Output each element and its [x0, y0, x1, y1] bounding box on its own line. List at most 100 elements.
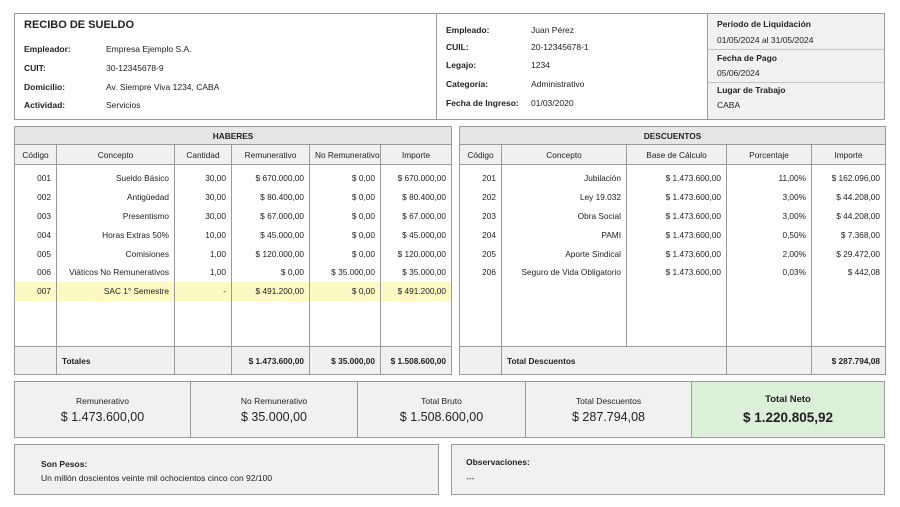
cell-remunerativo: $ 491.200,00 [231, 281, 310, 301]
table-row: 001 Sueldo Básico 30,00 $ 670.000,00 $ 0… [14, 164, 453, 188]
cell-importe: $ 44.208,00 [810, 206, 887, 226]
cell-concepto: Horas Extras 50% [56, 225, 175, 245]
summary-no-remunerativo: No Remunerativo $ 35.000,00 [191, 382, 358, 437]
cell-concepto: Viáticos No Remunerativos [56, 262, 175, 282]
table-row: 003 Presentismo 30,00 $ 67.000,00 $ 0,00… [14, 206, 453, 226]
son-pesos-value: Un millón doscientos veinte mil ochocien… [41, 473, 273, 483]
descuentos-table: DESCUENTOS Código Concepto Base de Cálcu… [458, 126, 887, 375]
fecha-ingreso-label: Fecha de Ingreso: [446, 98, 519, 108]
cell-codigo: 005 [14, 244, 57, 263]
cuil-value: 20-12345678-1 [531, 42, 589, 52]
observaciones-label: Observaciones: [466, 457, 530, 467]
cell-cantidad: 30,00 [174, 187, 232, 207]
haberes-title: HABERES [13, 126, 453, 145]
cell-no-remunerativo: $ 0,00 [309, 187, 381, 207]
cell-concepto: Aporte Sindical [501, 244, 627, 263]
col-header: Código [459, 144, 502, 165]
table-row: 004 Horas Extras 50% 10,00 $ 45.000,00 $… [14, 225, 453, 245]
cell-remunerativo: $ 670.000,00 [231, 164, 310, 188]
cell-importe: $ 67.000,00 [379, 206, 453, 226]
cell-codigo: 202 [459, 187, 502, 207]
col-header: Concepto [501, 144, 627, 165]
cell-codigo: 203 [459, 206, 502, 226]
cell-codigo: 001 [14, 164, 57, 188]
cuit-value: 30-12345678-9 [106, 63, 164, 73]
employer-label: Empleador: [24, 44, 71, 54]
col-header: No Remunerativo [309, 144, 381, 165]
cell-codigo: 003 [14, 206, 57, 226]
total-remunerativo: $ 1.473.600,00 [231, 346, 310, 375]
col-header: Concepto [56, 144, 175, 165]
summary-label: No Remunerativo [240, 396, 308, 406]
cuit-label: CUIT: [24, 63, 46, 73]
cell-codigo: 206 [459, 262, 502, 282]
summary-value: $ 1.220.805,92 [742, 410, 834, 425]
cell-no-remunerativo: $ 0,00 [309, 225, 381, 245]
col-header: Importe [810, 144, 887, 165]
cell-cantidad: 1,00 [174, 262, 232, 282]
summary-total-bruto: Total Bruto $ 1.508.600,00 [358, 382, 526, 437]
summary-label: Total Bruto [421, 396, 462, 406]
empleado-label: Empleado: [446, 25, 490, 35]
employer-value: Empresa Ejemplo S.A. [106, 44, 192, 54]
table-row: 002 Antigüedad 30,00 $ 80.400,00 $ 0,00 … [14, 187, 453, 207]
son-pesos-panel: Son Pesos: Un millón doscientos veinte m… [14, 444, 439, 495]
fecha-pago-label: Fecha de Pago [717, 53, 777, 63]
cell-codigo: 205 [459, 244, 502, 263]
haberes-table: HABERES Código Concepto Cantidad Remuner… [13, 126, 453, 375]
cell-codigo: 004 [14, 225, 57, 245]
domicilio-label: Domicilio: [24, 82, 66, 92]
table-row-highlighted: 007 SAC 1° Semestre - $ 491.200,00 $ 0,0… [14, 281, 453, 301]
table-row: 205 Aporte Sindical $ 1.473.600,00 2,00%… [459, 244, 887, 263]
totals-label: Totales [56, 346, 175, 375]
cell-concepto: PAMI [501, 225, 627, 245]
cell-concepto: Presentismo [56, 206, 175, 226]
cell-porcentaje: 3,00% [726, 187, 812, 207]
cell-base: $ 1.473.600,00 [626, 262, 727, 282]
table-filler-row [459, 281, 887, 347]
summary-value: $ 1.473.600,00 [60, 410, 145, 424]
cell-importe: $ 44.208,00 [810, 187, 887, 207]
cell-remunerativo: $ 80.400,00 [231, 187, 310, 207]
employer-info-panel: RECIBO DE SUELDO Empleador: Empresa Ejem… [14, 13, 437, 120]
cell-concepto: Sueldo Básico [56, 164, 175, 188]
domicilio-value: Av. Siempre Viva 1234, CABA [106, 82, 220, 92]
totals-row: Totales $ 1.473.600,00 $ 35.000,00 $ 1.5… [14, 346, 453, 375]
categoria-label: Categoría: [446, 79, 489, 89]
summary-label: Total Neto [765, 394, 811, 405]
fecha-pago-value: 05/06/2024 [717, 68, 760, 78]
cell-concepto: Comisiones [56, 244, 175, 263]
col-header: Base de Cálculo [626, 144, 727, 165]
cell-importe: $ 670.000,00 [379, 164, 453, 188]
cell-base: $ 1.473.600,00 [626, 225, 727, 245]
cell-base: $ 1.473.600,00 [626, 187, 727, 207]
summary-label: Total Descuentos [575, 396, 642, 406]
periodo-value: 01/05/2024 al 31/05/2024 [717, 35, 814, 45]
cell-base: $ 1.473.600,00 [626, 206, 727, 226]
table-row: 204 PAMI $ 1.473.600,00 0,50% $ 7.368,00 [459, 225, 887, 245]
table-row: 206 Seguro de Vida Obligatorio $ 1.473.6… [459, 262, 887, 282]
cell-cantidad: - [174, 281, 232, 301]
fecha-ingreso-value: 01/03/2020 [531, 98, 574, 108]
col-header: Código [14, 144, 57, 165]
cell-importe: $ 45.000,00 [379, 225, 453, 245]
cell-porcentaje: 3,00% [726, 206, 812, 226]
summary-value: $ 287.794,08 [572, 410, 645, 424]
cell-cantidad: 1,00 [174, 244, 232, 263]
cuil-label: CUIL: [446, 42, 469, 52]
summary-bar: Remunerativo $ 1.473.600,00 No Remunerat… [14, 381, 885, 438]
cell-codigo: 201 [459, 164, 502, 188]
empleado-value: Juan Pérez [531, 25, 574, 35]
cell-porcentaje: 0,03% [726, 262, 812, 282]
cell-importe: $ 491.200,00 [379, 281, 453, 301]
lugar-trabajo-label: Lugar de Trabajo [717, 85, 786, 95]
observaciones-panel: Observaciones: --- [451, 444, 885, 495]
cell-concepto: SAC 1° Semestre [56, 281, 175, 301]
period-info-panel: Período de Liquidación 01/05/2024 al 31/… [707, 13, 885, 120]
cell-no-remunerativo: $ 35.000,00 [309, 262, 381, 282]
cell-importe: $ 80.400,00 [379, 187, 453, 207]
son-pesos-label: Son Pesos: [41, 459, 88, 469]
col-header: Porcentaje [726, 144, 812, 165]
cell-importe: $ 162.096,00 [810, 164, 887, 188]
cell-cantidad: 10,00 [174, 225, 232, 245]
